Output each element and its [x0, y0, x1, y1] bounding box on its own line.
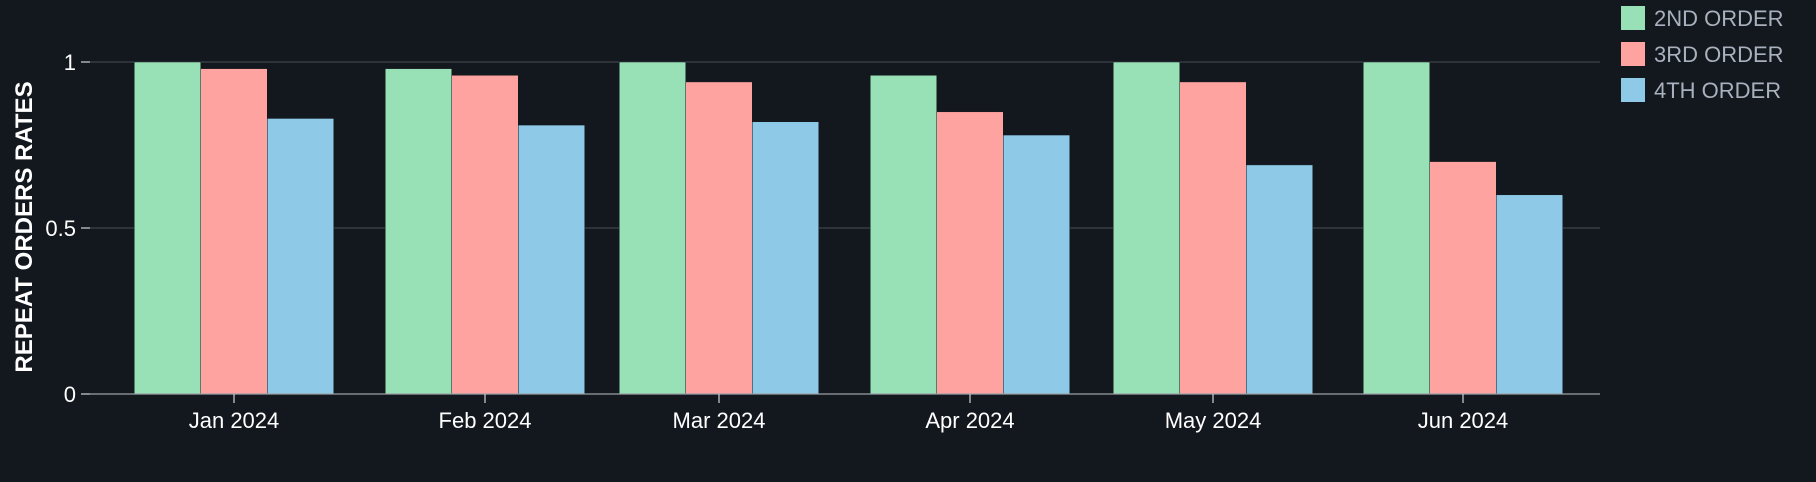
- x-tick-label-4: May 2024: [1165, 408, 1262, 433]
- bars-layer: [134, 61, 1563, 395]
- bar-4th-order-feb-2024: [518, 124, 585, 395]
- bar-3rd-order-jun-2024: [1429, 161, 1497, 395]
- y-axis-title: REPEAT ORDERS RATES: [11, 81, 38, 372]
- x-tick-label-2: Mar 2024: [673, 408, 766, 433]
- bar-3rd-order-apr-2024: [936, 111, 1004, 395]
- legend-swatch-2: [1621, 78, 1645, 102]
- bar-2nd-order-mar-2024: [619, 61, 686, 395]
- bar-2nd-order-apr-2024: [870, 75, 937, 395]
- y-tick-label-0: 0: [64, 382, 76, 407]
- bar-2nd-order-jun-2024: [1363, 61, 1430, 395]
- bar-4th-order-jun-2024: [1496, 194, 1563, 395]
- legend: 2ND ORDER 3RD ORDER 4TH ORDER: [1621, 6, 1784, 103]
- x-tick-label-1: Feb 2024: [439, 408, 532, 433]
- legend-swatch-1: [1621, 42, 1645, 66]
- bar-2nd-order-jan-2024: [134, 61, 201, 395]
- bar-2nd-order-may-2024: [1113, 61, 1180, 395]
- legend-swatch-0: [1621, 6, 1645, 30]
- legend-label-0: 2ND ORDER: [1654, 6, 1784, 31]
- bar-3rd-order-feb-2024: [451, 75, 519, 395]
- bar-3rd-order-mar-2024: [685, 81, 753, 395]
- legend-label-1: 3RD ORDER: [1654, 42, 1784, 67]
- x-tick-label-5: Jun 2024: [1418, 408, 1509, 433]
- grid-layer: [90, 61, 1600, 229]
- bar-3rd-order-may-2024: [1179, 81, 1247, 395]
- bar-2nd-order-feb-2024: [385, 68, 452, 395]
- axis-layer: 0 0.5 1 Jan 2024 Feb 2024 Mar 2024 Apr 2024 May…: [45, 50, 1600, 433]
- bar-4th-order-may-2024: [1246, 164, 1313, 395]
- bar-4th-order-jan-2024: [267, 118, 334, 395]
- y-tick-label-2: 1: [64, 50, 76, 75]
- y-tick-label-1: 0.5: [45, 216, 76, 241]
- x-tick-label-0: Jan 2024: [189, 408, 280, 433]
- x-tick-label-3: Apr 2024: [925, 408, 1014, 433]
- bar-4th-order-mar-2024: [752, 121, 819, 395]
- bar-3rd-order-jan-2024: [200, 68, 268, 395]
- bar-4th-order-apr-2024: [1003, 134, 1070, 395]
- legend-label-2: 4TH ORDER: [1654, 78, 1781, 103]
